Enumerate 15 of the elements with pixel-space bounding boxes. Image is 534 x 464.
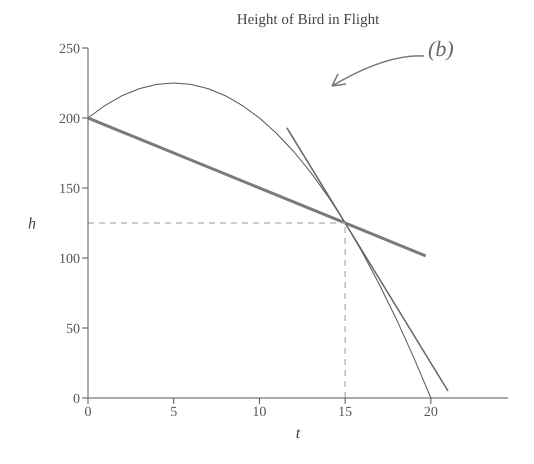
y-tick-label: 200	[59, 112, 80, 127]
x-tick-label: 10	[252, 404, 266, 420]
x-tick-label: 0	[84, 404, 92, 420]
x-tick-label: 15	[338, 404, 352, 420]
y-tick-label: 100	[59, 252, 80, 267]
x-tick-label: 20	[424, 404, 438, 420]
y-axis-title: h	[28, 216, 36, 233]
x-axis-title: t	[296, 425, 301, 442]
y-tick-label: 150	[59, 182, 80, 197]
annotation: (b)	[428, 36, 454, 62]
y-tick-label: 50	[66, 322, 80, 337]
y-tick-label: 250	[59, 42, 80, 57]
chart-title: Height of Bird in Flight	[236, 12, 380, 29]
x-tick-label: 5	[170, 404, 178, 420]
y-tick-label: 0	[73, 392, 80, 407]
